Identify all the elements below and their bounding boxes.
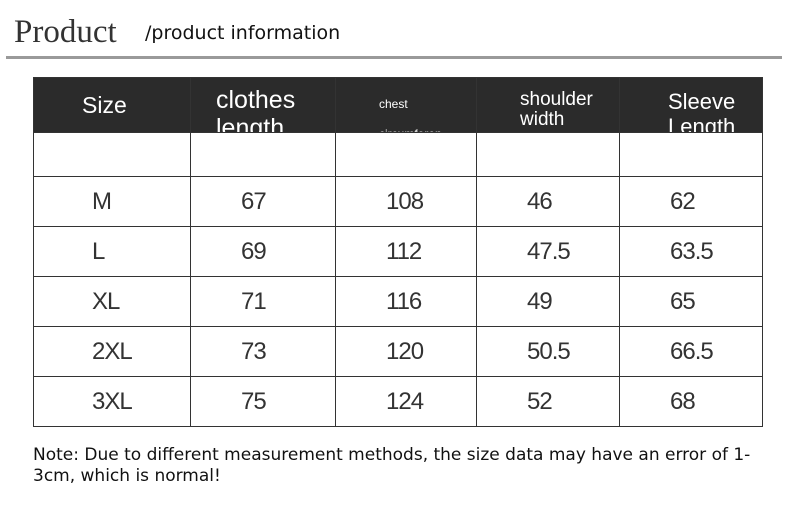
table-row: 2XL 73 120 50.5 66.5 (33, 326, 763, 377)
table-cell (476, 132, 620, 177)
table-cell: 108 (335, 176, 477, 227)
header-label: chest circumferen (379, 97, 442, 132)
table-cell (190, 132, 336, 177)
table-cell: 62 (619, 176, 763, 227)
note-text: Note: Due to different measurement metho… (33, 445, 751, 486)
table-cell: 68 (619, 376, 763, 427)
column-header-clothes-length: clothes length (190, 77, 336, 133)
table-cell: 116 (335, 276, 477, 327)
table-row: L 69 112 47.5 63.5 (33, 226, 763, 277)
table-cell: 49 (476, 276, 620, 327)
table-row: 3XL 75 124 52 68 (33, 376, 763, 427)
header-label: clothes length (216, 86, 296, 132)
table-cell: 112 (335, 226, 477, 277)
table-cell: L (33, 226, 191, 277)
table-cell (619, 132, 763, 177)
table-cell (33, 132, 191, 177)
table-cell: 46 (476, 176, 620, 227)
table-cell: 3XL (33, 376, 191, 427)
size-table: Size clothes length chest circumferen sh… (33, 77, 763, 427)
page-subtitle: /product information (145, 22, 341, 44)
column-header-size: Size (33, 77, 191, 133)
table-cell: 69 (190, 226, 336, 277)
table-cell: 75 (190, 376, 336, 427)
header-label: shoulder width (520, 89, 593, 130)
table-cell: 2XL (33, 326, 191, 377)
table-cell: XL (33, 276, 191, 327)
table-cell: 52 (476, 376, 620, 427)
page-title: Product (14, 14, 117, 50)
table-cell: 73 (190, 326, 336, 377)
table-cell: 47.5 (476, 226, 620, 277)
table-cell: 124 (335, 376, 477, 427)
empty-row (33, 132, 763, 177)
table-cell: 50.5 (476, 326, 620, 377)
table-header-row: Size clothes length chest circumferen sh… (33, 77, 763, 133)
table-cell: 71 (190, 276, 336, 327)
header-label: Sleeve Length (668, 89, 736, 132)
divider (6, 56, 782, 59)
column-header-sleeve-length: Sleeve Length (619, 77, 763, 133)
table-cell: 67 (190, 176, 336, 227)
table-row: XL 71 116 49 65 (33, 276, 763, 327)
table-cell: 66.5 (619, 326, 763, 377)
table-cell: 63.5 (619, 226, 763, 277)
header-label: Size (82, 92, 127, 118)
table-cell: 65 (619, 276, 763, 327)
column-header-chest: chest circumferen (335, 77, 477, 133)
table-row: M 67 108 46 62 (33, 176, 763, 227)
table-cell: M (33, 176, 191, 227)
table-cell: 120 (335, 326, 477, 377)
column-header-shoulder-width: shoulder width (476, 77, 620, 133)
table-cell (335, 132, 477, 177)
